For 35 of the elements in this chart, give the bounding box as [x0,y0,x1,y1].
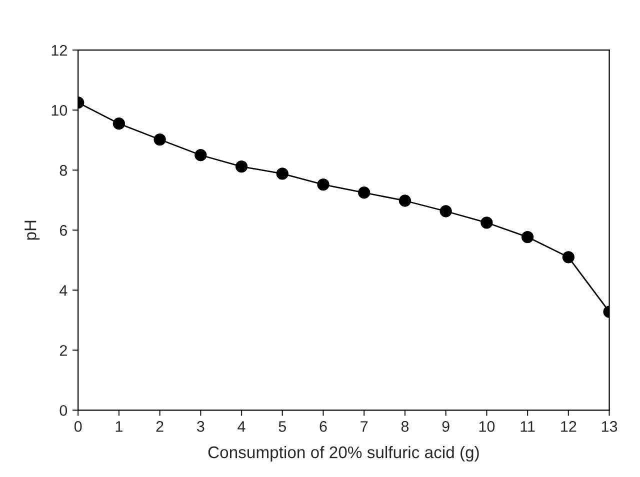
y-axis-title: pH [24,220,40,240]
x-tick-label: 10 [479,421,495,432]
x-tick-label: 8 [401,421,409,432]
x-tick-label: 1 [116,421,122,432]
x-tick-label: 0 [74,421,82,432]
x-tick-label: 11 [520,421,535,432]
point [276,168,288,180]
point [154,133,166,146]
x-tick-label: 7 [360,421,368,432]
point [235,160,248,173]
x-tick-label: 9 [442,421,450,432]
point [480,216,493,229]
point [317,178,330,191]
y-tick-label: 4 [60,285,68,296]
x-tick-label: 2 [156,421,164,432]
point [521,230,534,244]
point [562,251,574,264]
x-axis-title: Consumption of 20% sulfuric acid (g) [208,446,479,462]
y-tick-label: 0 [60,405,68,416]
y-tick-label: 10 [52,104,68,116]
x-tick-label: 13 [602,421,618,432]
x-tick-label: 6 [320,421,327,432]
y-tick-label: 12 [52,44,67,56]
x-tick-label: 4 [238,421,246,432]
point [398,194,412,207]
y-tick-label: 8 [60,165,67,176]
point [440,205,452,218]
x-tick-label: 3 [197,421,204,432]
x-tick-label: 5 [278,421,286,432]
y-tick-label: 6 [60,225,67,236]
point [358,186,370,199]
point [112,118,126,130]
x-tick-label: 12 [561,421,576,432]
point [194,149,207,162]
y-tick-label: 2 [60,345,67,356]
